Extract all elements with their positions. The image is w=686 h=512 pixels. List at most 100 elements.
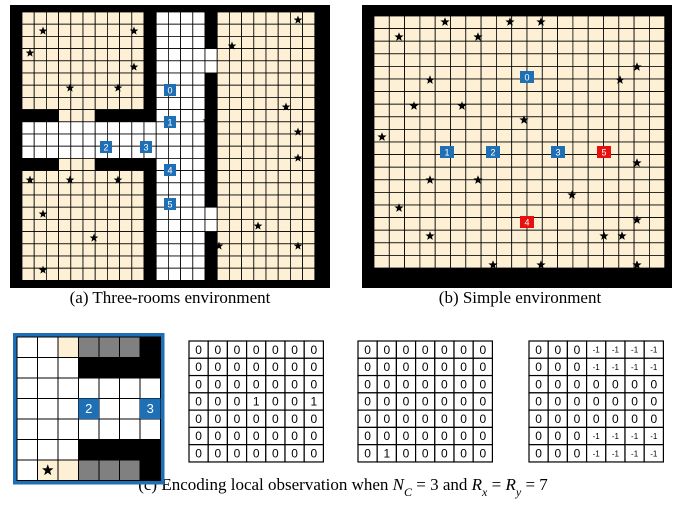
matrix-value: 0 bbox=[535, 343, 542, 357]
cell bbox=[480, 53, 497, 67]
cell bbox=[58, 206, 72, 220]
cell bbox=[37, 418, 59, 440]
caption-part: R bbox=[471, 475, 483, 494]
matrix-value: 0 bbox=[403, 377, 410, 391]
cell bbox=[204, 121, 218, 135]
cell bbox=[526, 116, 543, 130]
cell bbox=[450, 53, 467, 67]
matrix-value: 0 bbox=[554, 360, 561, 374]
matrix-value: 0 bbox=[291, 429, 298, 443]
cell bbox=[216, 145, 230, 159]
matrix-value: -1 bbox=[650, 449, 658, 458]
cell bbox=[603, 128, 620, 143]
matrix-value: 0 bbox=[631, 412, 638, 426]
cell bbox=[265, 72, 279, 86]
cell bbox=[180, 194, 194, 208]
cell bbox=[495, 28, 513, 42]
cell bbox=[265, 84, 279, 98]
matrix-value: 0 bbox=[364, 446, 371, 460]
cell bbox=[241, 11, 255, 25]
cell bbox=[241, 243, 255, 257]
cell bbox=[139, 439, 161, 461]
cell bbox=[216, 218, 230, 232]
cell bbox=[277, 206, 291, 220]
cell bbox=[21, 170, 35, 184]
cell bbox=[180, 267, 194, 281]
cell bbox=[33, 170, 47, 184]
cell bbox=[21, 218, 35, 232]
cell bbox=[70, 206, 84, 220]
star bbox=[617, 231, 627, 240]
cell bbox=[541, 116, 558, 130]
cell bbox=[107, 23, 121, 37]
cell bbox=[265, 48, 279, 62]
cell bbox=[143, 60, 157, 74]
cell bbox=[58, 255, 72, 269]
cell bbox=[373, 40, 390, 55]
cell bbox=[131, 48, 145, 62]
matrix-value: 0 bbox=[214, 377, 221, 391]
cell bbox=[587, 128, 604, 143]
cell bbox=[37, 398, 59, 420]
cell bbox=[633, 103, 650, 118]
cell bbox=[419, 128, 436, 143]
cell bbox=[180, 97, 194, 111]
cell bbox=[572, 103, 589, 118]
cell bbox=[404, 78, 421, 93]
matrix-value: 0 bbox=[214, 343, 221, 357]
matrix-value: 0 bbox=[403, 412, 410, 426]
caption-part: C bbox=[404, 485, 413, 499]
cell bbox=[265, 36, 279, 50]
cell bbox=[167, 133, 181, 147]
cell bbox=[557, 15, 574, 30]
cell bbox=[253, 194, 267, 208]
cell bbox=[541, 128, 558, 143]
cell bbox=[143, 267, 157, 281]
matrix-value: 0 bbox=[253, 429, 260, 443]
cell bbox=[94, 231, 108, 245]
matrix-value: 0 bbox=[310, 446, 317, 460]
cell bbox=[70, 243, 84, 257]
cell bbox=[557, 229, 574, 244]
cell bbox=[204, 84, 218, 98]
cell bbox=[58, 231, 72, 245]
cell bbox=[167, 267, 181, 281]
cell bbox=[46, 72, 60, 86]
cell bbox=[465, 229, 482, 244]
cell bbox=[155, 133, 169, 147]
cell bbox=[143, 243, 157, 257]
cell bbox=[388, 191, 405, 206]
matrix-value: -1 bbox=[631, 449, 639, 458]
star bbox=[214, 241, 224, 250]
matrix-value: 0 bbox=[291, 412, 298, 426]
matrix-value: 0 bbox=[422, 377, 429, 391]
matrix-value: 0 bbox=[441, 395, 448, 409]
cell bbox=[94, 84, 108, 98]
cell bbox=[167, 145, 181, 159]
agent-label: 2 bbox=[85, 401, 92, 416]
cell bbox=[277, 109, 291, 123]
cell bbox=[94, 11, 108, 25]
cell bbox=[253, 231, 267, 245]
cell bbox=[557, 116, 574, 130]
cell bbox=[465, 66, 482, 80]
cell bbox=[70, 48, 84, 62]
cell bbox=[618, 191, 635, 206]
cell bbox=[131, 109, 145, 123]
cell bbox=[143, 218, 157, 232]
matrix-value: 0 bbox=[650, 377, 657, 391]
matrix-value: 0 bbox=[460, 446, 467, 460]
cell bbox=[649, 141, 666, 156]
cell bbox=[82, 255, 96, 269]
cell bbox=[70, 255, 84, 269]
cell bbox=[70, 170, 84, 184]
cell bbox=[204, 157, 218, 171]
cell bbox=[58, 97, 72, 111]
cell bbox=[373, 191, 390, 206]
cell bbox=[649, 229, 666, 244]
cell bbox=[70, 36, 84, 50]
cell bbox=[434, 191, 451, 206]
agent bbox=[164, 116, 176, 128]
cell bbox=[450, 254, 467, 269]
cell bbox=[373, 28, 390, 42]
